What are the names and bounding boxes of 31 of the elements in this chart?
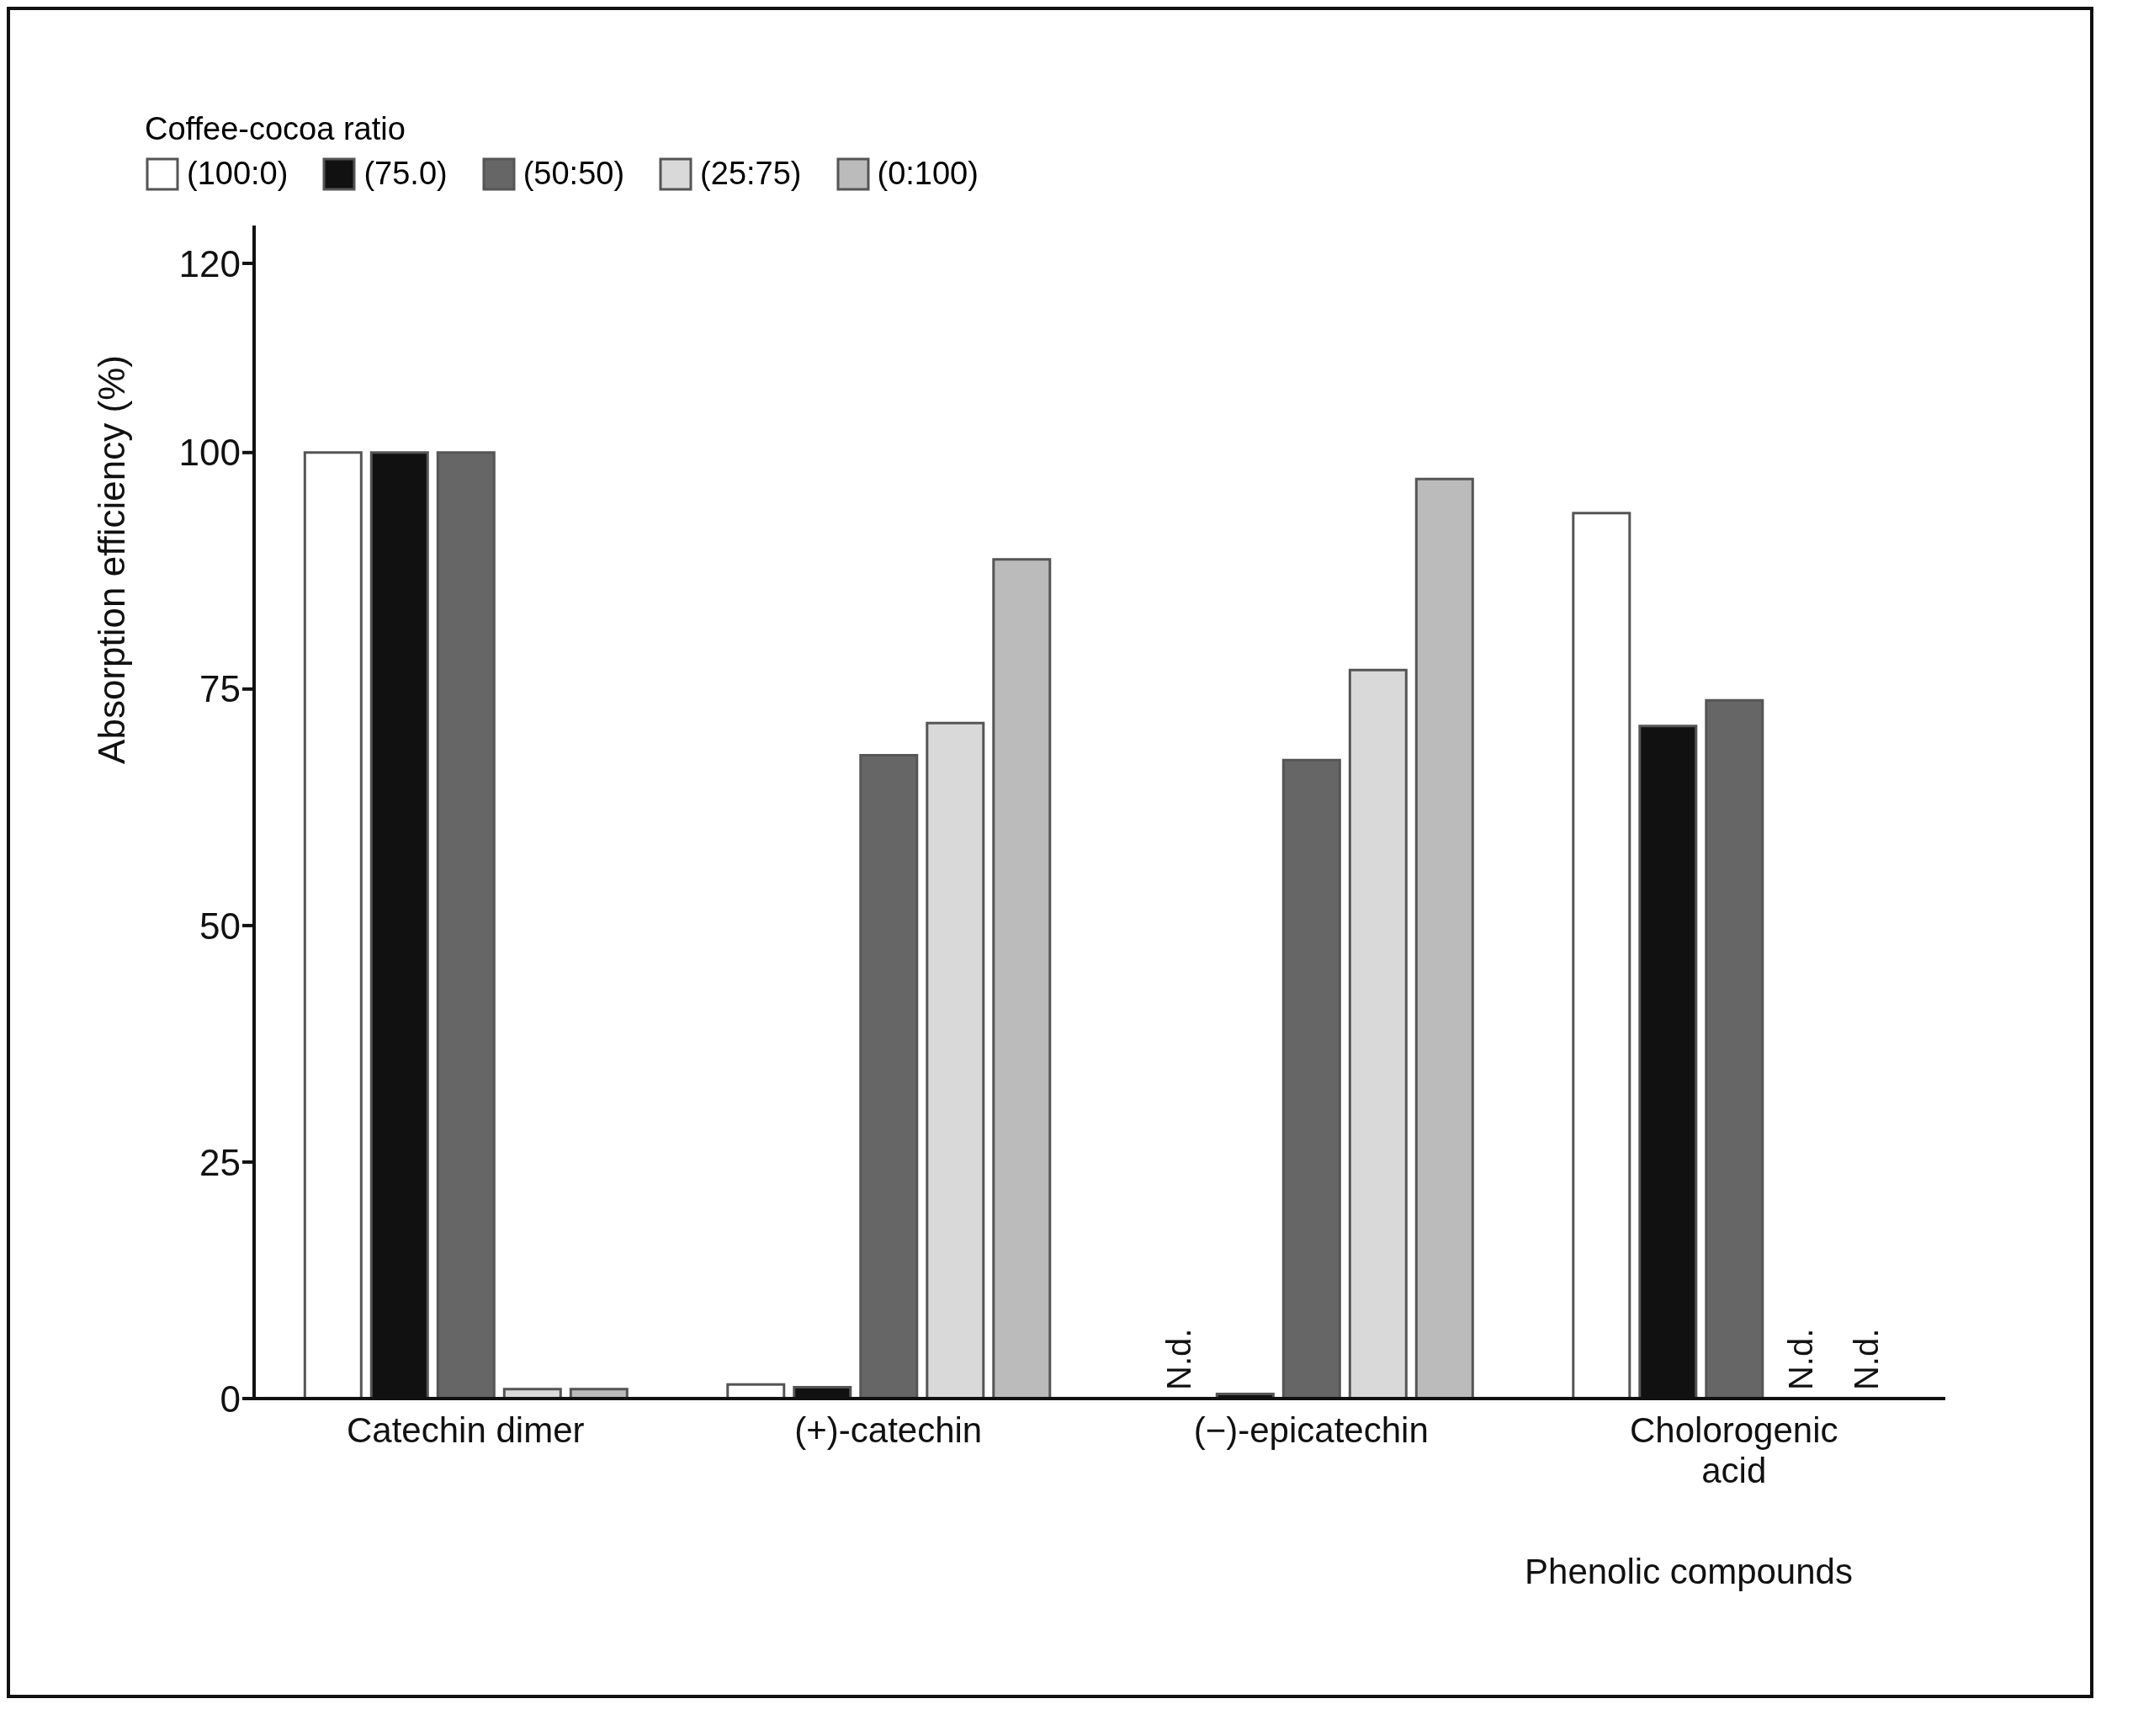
- bar: [992, 558, 1052, 1399]
- y-tick-label: 50: [199, 905, 241, 947]
- y-tick-label: 75: [199, 668, 241, 710]
- y-tick-label: 100: [178, 432, 241, 474]
- legend-label: (25:75): [700, 156, 802, 192]
- legend-label: (100:0): [187, 156, 289, 192]
- bar: [1348, 668, 1408, 1399]
- text: N.d.: [1848, 1328, 1886, 1390]
- x-tick-label: Catechin dimer: [347, 1410, 585, 1450]
- bar: [1281, 758, 1341, 1399]
- bar: [303, 451, 363, 1399]
- legend-label: (0:100): [877, 156, 979, 192]
- x-tick-label: Cholorogenic acid: [1630, 1410, 1838, 1490]
- y-tick-label: 120: [178, 242, 241, 284]
- text: N.d.: [1159, 1328, 1197, 1390]
- bar: [1705, 698, 1764, 1399]
- bar: [859, 754, 919, 1399]
- bar: [1572, 512, 1631, 1399]
- bar: [436, 451, 496, 1399]
- x-tick-label: (+)-catechin: [794, 1410, 983, 1450]
- legend-label: (75.0): [363, 156, 448, 192]
- y-axis-title: Absorption efficiency (%): [90, 355, 132, 764]
- x-axis-title: Phenolic compounds: [1525, 1552, 1853, 1591]
- bar: [926, 721, 985, 1399]
- x-tick-label: (−)-epicatechin: [1193, 1410, 1429, 1450]
- legend-title: Coffee-cocoa ratio: [145, 111, 406, 147]
- bar: [1414, 477, 1474, 1399]
- text: N.d.: [1781, 1328, 1819, 1390]
- y-tick-label: 25: [199, 1141, 241, 1183]
- y-tick-label: 0: [220, 1378, 241, 1420]
- legend-label: (50:50): [523, 156, 625, 192]
